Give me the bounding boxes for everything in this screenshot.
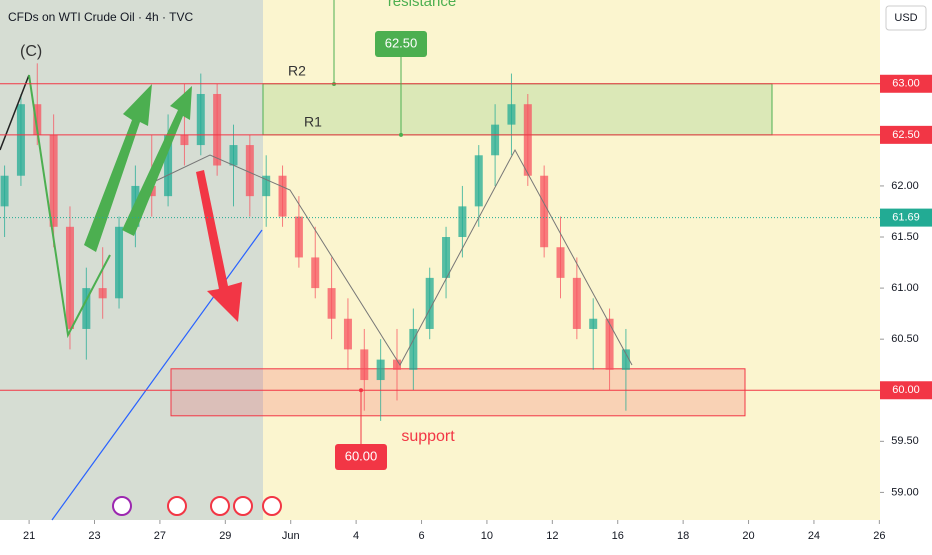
candle-body: [16, 104, 25, 176]
candle-body: [82, 288, 91, 329]
x-tick-label: 21: [23, 530, 35, 542]
zone-label: resistance: [388, 0, 456, 10]
candle-body: [540, 175, 549, 248]
drawings: [0, 0, 633, 521]
currency[interactable]: USD: [894, 12, 917, 24]
x-tick-label: 4: [353, 530, 359, 542]
level-label: 62.50: [892, 129, 920, 141]
candle-body: [621, 349, 630, 370]
callout-dot: [399, 132, 403, 137]
candle-body: [474, 155, 483, 207]
y-tick-label: 62.00: [891, 180, 919, 192]
arrow: [196, 170, 242, 322]
zone: [170, 368, 746, 417]
chart-title: CFDs on WTI Crude Oil · 4h · TVC: [8, 10, 193, 24]
candle-body: [343, 318, 352, 350]
arrow: [122, 86, 192, 236]
level-label: 60.00: [892, 384, 920, 396]
shaded-region: [0, 0, 263, 520]
zone-label: support: [401, 428, 455, 445]
candle-body: [196, 93, 205, 146]
candle-body: [409, 328, 418, 370]
candle-body: [180, 134, 189, 146]
x-tick-label: 12: [546, 530, 558, 542]
candle-body: [425, 277, 434, 329]
candle-body: [442, 237, 451, 278]
event-icon: [262, 496, 282, 516]
candle-body: [556, 247, 565, 278]
callout-box: [375, 31, 427, 57]
candle-body: [245, 145, 254, 197]
event-icon: [112, 496, 132, 516]
candle-body: [311, 257, 320, 289]
x-tick-label: 10: [481, 530, 493, 542]
candle-body: [392, 359, 401, 370]
level-label: 61.69: [892, 212, 920, 224]
y-tick-label: 59.00: [891, 486, 919, 498]
y-tick-label: 61.50: [891, 231, 919, 243]
wave-line: [0, 74, 30, 151]
candle-body: [376, 359, 385, 381]
y-tick-label: 60.50: [891, 333, 919, 345]
candle-body: [605, 318, 614, 370]
candle-body: [65, 226, 74, 329]
candle-body: [572, 277, 581, 329]
time-axis: [0, 520, 880, 550]
candle-body: [589, 318, 598, 329]
candle-body: [523, 104, 532, 176]
x-tick-label: 23: [88, 530, 100, 542]
level-tag: [880, 74, 932, 93]
candle-body: [294, 216, 303, 258]
x-tick-label: Jun: [282, 530, 300, 542]
candle-body: [33, 104, 42, 135]
y-tick-label: 61.00: [891, 282, 919, 294]
level-label: 63.00: [892, 78, 920, 90]
candle-body: [262, 175, 271, 197]
callout-label: 60.00: [345, 448, 378, 463]
x-tick-label: 16: [612, 530, 624, 542]
candle-body: [164, 134, 173, 197]
callout-box: [335, 444, 387, 470]
arrow: [84, 84, 152, 252]
x-tick-label: 6: [418, 530, 424, 542]
callout-label: 62.50: [385, 35, 418, 50]
level-name: R1: [304, 114, 322, 130]
candle-body: [229, 145, 238, 166]
wave-line: [28, 74, 111, 339]
candle-body: [49, 134, 58, 227]
x-tick-label: 26: [873, 530, 885, 542]
candle-body: [213, 93, 222, 166]
level-tag: [880, 381, 932, 400]
candle-body: [458, 206, 467, 238]
currency-box[interactable]: [885, 5, 927, 31]
candle-body: [491, 124, 500, 156]
candle-body: [278, 175, 287, 217]
candle-body: [115, 226, 124, 299]
x-tick-label: 27: [154, 530, 166, 542]
event-icon: [167, 496, 187, 516]
candle-body: [327, 288, 336, 319]
wave-label: (C): [20, 43, 42, 60]
candle-body: [98, 288, 107, 299]
trend-line: [51, 229, 263, 521]
x-tick-label: 20: [742, 530, 754, 542]
event-icon: [233, 496, 253, 516]
candle-body: [507, 104, 516, 125]
x-tick-label: 24: [808, 530, 820, 542]
x-tick-label: 29: [219, 530, 231, 542]
event-icon: [210, 496, 230, 516]
level-tag: [880, 208, 932, 227]
level-name: R2: [288, 62, 306, 78]
candle-body: [360, 349, 369, 381]
y-tick-label: 59.50: [891, 435, 919, 447]
zone: [262, 83, 773, 136]
candle-body: [0, 175, 9, 207]
zigzag: [144, 148, 633, 366]
x-tick-label: 18: [677, 530, 689, 542]
level-tag: [880, 125, 932, 144]
callout-dot: [359, 388, 363, 393]
